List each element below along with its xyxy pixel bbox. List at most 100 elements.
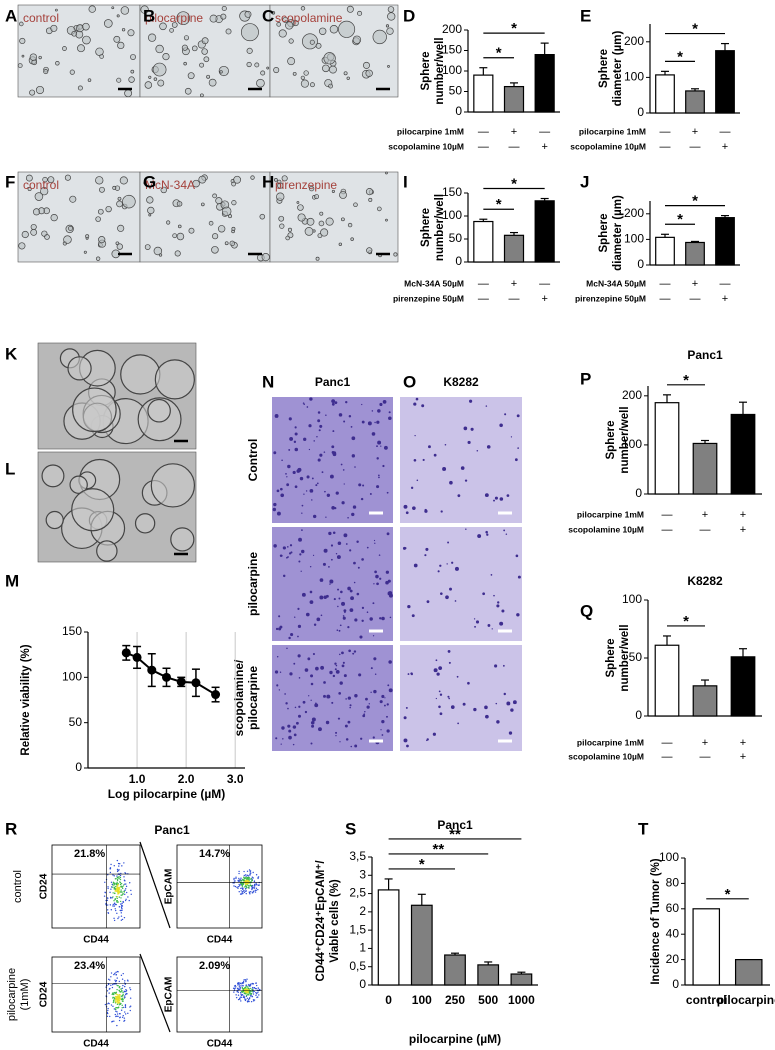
event [245, 992, 247, 995]
event [120, 897, 122, 899]
colony [387, 591, 392, 596]
colony [467, 681, 470, 685]
colony [332, 452, 337, 457]
sphere [341, 217, 345, 222]
colony [510, 708, 514, 712]
sphere [319, 211, 324, 216]
image-label: scopolamine [275, 11, 343, 25]
colony [514, 458, 518, 462]
event [109, 904, 112, 906]
colony [422, 458, 425, 462]
condition-mark: + [740, 751, 746, 763]
colony [451, 561, 454, 564]
sphere [158, 253, 163, 257]
bar [510, 973, 533, 986]
condition-mark: + [702, 509, 708, 521]
colony [334, 668, 337, 671]
sphere [127, 29, 135, 37]
y-tick-label: 0 [672, 977, 679, 991]
sphere [250, 175, 255, 180]
colony [425, 547, 429, 551]
colony [381, 734, 384, 736]
event [245, 994, 248, 997]
y-tick-label: 2 [359, 904, 366, 918]
event [118, 986, 121, 989]
condition-mark: — [720, 278, 731, 290]
y-tick-label: 0 [635, 486, 642, 500]
colony [320, 665, 325, 670]
colony [356, 592, 360, 596]
y-tick-label: 200 [624, 206, 644, 220]
event [121, 1004, 123, 1007]
event [106, 990, 109, 992]
colony [407, 604, 411, 609]
colony [312, 514, 317, 519]
colony [456, 675, 459, 678]
event [116, 912, 118, 915]
event [243, 874, 246, 877]
condition-mark: — [478, 126, 489, 138]
event [258, 884, 260, 886]
sphere [314, 194, 320, 200]
colony [485, 530, 488, 534]
colony [449, 587, 452, 591]
bar [685, 241, 705, 266]
y-axis-label: CD44⁺CD24⁺EpCAM⁺/ [315, 860, 327, 982]
event [117, 887, 119, 889]
colony [348, 415, 352, 418]
sphere [170, 527, 195, 552]
y-tick-label: 200 [442, 22, 462, 36]
image-label: pirenzepine [275, 178, 337, 192]
colony [473, 618, 476, 620]
panel-letter: A [5, 6, 17, 25]
sphere [282, 16, 289, 23]
colony [491, 628, 493, 630]
y-axis-label: Sphere [598, 214, 610, 253]
colony [412, 506, 416, 510]
sphere [266, 66, 270, 70]
event [120, 894, 122, 896]
sphere [130, 69, 135, 74]
event [116, 879, 119, 882]
bar [692, 908, 721, 986]
colony [309, 488, 314, 493]
colony [294, 432, 298, 436]
colony [406, 744, 409, 748]
colony [413, 402, 417, 406]
panel-letter: N [262, 372, 274, 391]
colony [288, 729, 292, 733]
sphere [331, 189, 335, 193]
sphere [231, 226, 236, 231]
colony [299, 553, 302, 556]
image-label: control [23, 11, 59, 25]
event [123, 1017, 126, 1019]
event [109, 987, 111, 990]
x-tick-label: 0 [385, 993, 392, 1007]
event [124, 996, 126, 999]
condition-mark: + [740, 509, 746, 521]
sphere [95, 47, 104, 56]
sphere [98, 236, 106, 244]
event [237, 998, 240, 1001]
event [243, 879, 245, 882]
colony [349, 549, 352, 552]
colony [439, 712, 443, 716]
condition-label: McN-34A 50µM [586, 278, 646, 288]
sphere [71, 30, 78, 37]
colony [350, 426, 353, 428]
colony [353, 650, 357, 653]
event [120, 912, 122, 914]
colony [447, 695, 450, 698]
panel-letter: F [5, 172, 15, 191]
colony [302, 402, 305, 404]
colony [376, 485, 380, 489]
sphere [285, 21, 294, 30]
y-axis-label: number/well [434, 194, 446, 261]
event [112, 886, 114, 888]
sphere [187, 72, 195, 80]
event [124, 899, 127, 902]
event [122, 991, 124, 994]
event [240, 993, 242, 995]
event [114, 980, 117, 983]
event [257, 876, 260, 878]
